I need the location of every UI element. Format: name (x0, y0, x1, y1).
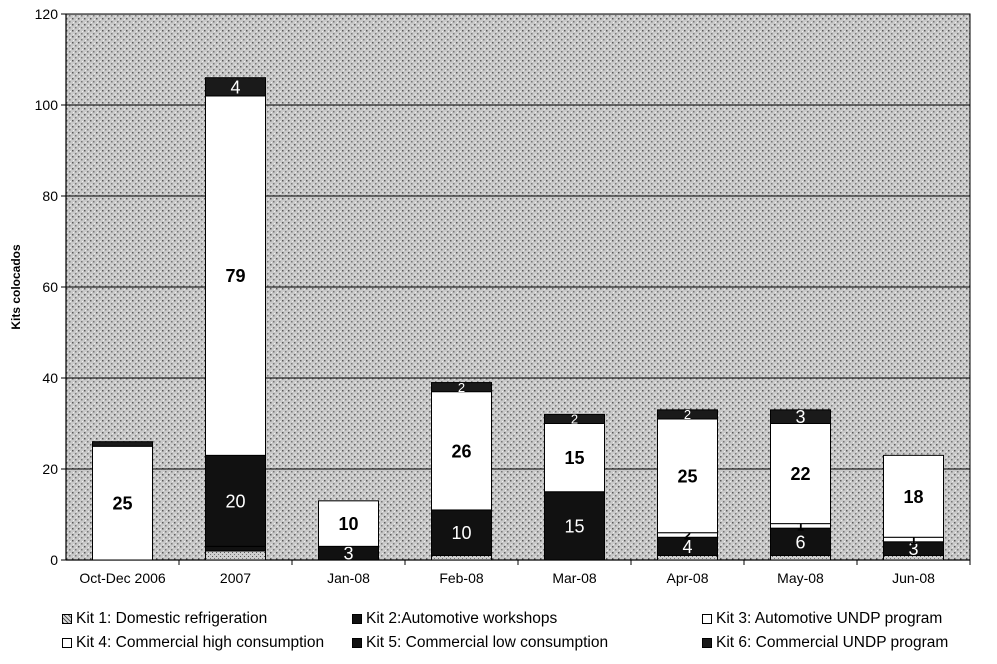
bar-segment (431, 391, 492, 511)
bar-segment (92, 445, 153, 561)
y-tick-label: 80 (42, 188, 58, 204)
legend-label: Kit 2:Automotive workshops (366, 610, 558, 627)
x-tick-label: Mar-08 (552, 570, 597, 586)
data-label: 3 (343, 544, 353, 564)
x-tick-label: Apr-08 (666, 570, 708, 586)
y-tick-label: 20 (42, 461, 58, 477)
x-tick-label: 2007 (220, 570, 251, 586)
data-label: 20 (225, 491, 245, 511)
y-axis-label: Kits colocados (9, 244, 23, 330)
y-tick-label: 100 (35, 97, 59, 113)
data-label: 15 (564, 448, 584, 468)
bar-segment (205, 77, 266, 97)
chart-legend: Kit 1: Domestic refrigeration Kit 2:Autom… (62, 610, 992, 660)
legend-item: Kit 3: Automotive UNDP program (702, 610, 942, 628)
bar-segment (431, 554, 492, 561)
bar-segment (318, 500, 379, 547)
chart-area: 0 20 40 60 80 100 120 Kits colocados 25 Oct-Dec 2… (9, 6, 971, 586)
data-label: 3 (908, 539, 918, 559)
bar-segment (770, 527, 831, 556)
bar-segment (883, 454, 944, 538)
legend-swatch (702, 638, 712, 648)
legend-swatch (62, 614, 72, 624)
bar-segment (544, 423, 605, 493)
y-tick-label: 0 (50, 552, 58, 568)
data-label: 6 (795, 532, 805, 552)
legend-swatch (352, 638, 362, 648)
bar-segment (92, 441, 153, 447)
legend-label: Kit 3: Automotive UNDP program (716, 610, 943, 627)
data-label: 2 (684, 528, 691, 543)
legend-label: Kit 5: Commercial low consumption (366, 634, 609, 651)
data-label: 18 (903, 487, 923, 507)
legend-swatch (702, 614, 712, 624)
data-label: 2 (684, 407, 691, 422)
data-label: 2 (571, 412, 578, 427)
legend-label: Kit 4: Commercial high consumption (76, 634, 325, 651)
legend-swatch (62, 638, 72, 648)
data-label: 4 (230, 77, 240, 97)
data-label: 15 (564, 516, 584, 536)
data-label: 26 (451, 441, 471, 461)
bar-segment (431, 509, 492, 556)
data-label: 25 (677, 466, 697, 486)
y-tick-label: 60 (42, 279, 58, 295)
x-tick-label: Feb-08 (439, 570, 484, 586)
x-tick-label: Oct-Dec 2006 (79, 570, 166, 586)
data-label: 79 (225, 266, 245, 286)
bar-segment (770, 409, 831, 425)
legend-item: Kit 5: Commercial low consumption (352, 634, 608, 652)
legend-swatch (352, 614, 362, 624)
bar-segment (205, 454, 266, 547)
bar-segment (544, 491, 605, 561)
data-label: 25 (112, 494, 132, 514)
bar-segment (205, 545, 266, 552)
bar-segment (544, 413, 605, 424)
data-label: 2 (458, 380, 465, 395)
legend-label: Kit 6: Commercial UNDP program (716, 634, 949, 651)
bar-segment (205, 550, 266, 561)
data-label: 4 (682, 537, 692, 557)
y-tick-label: 120 (35, 6, 59, 22)
data-label: 1 (910, 532, 917, 547)
legend-item: Kit 1: Domestic refrigeration (62, 610, 267, 628)
data-label: 1 (797, 519, 804, 534)
legend-item: Kit 2:Automotive workshops (352, 610, 557, 628)
data-label: 3 (795, 407, 805, 427)
bar-segment (770, 554, 831, 561)
legend-label: Kit 1: Domestic refrigeration (76, 610, 268, 627)
legend-item: Kit 4: Commercial high consumption (62, 634, 324, 652)
x-tick-label: May-08 (777, 570, 824, 586)
bar-segment (770, 423, 831, 525)
bar-segment (431, 382, 492, 393)
data-label: 10 (338, 514, 358, 534)
legend-item: Kit 6: Commercial UNDP program (702, 634, 948, 652)
y-tick-label: 40 (42, 370, 58, 386)
bar-segment (657, 418, 718, 534)
x-tick-label: Jan-08 (327, 570, 370, 586)
x-tick-label: Jun-08 (892, 570, 935, 586)
data-label: 10 (451, 523, 471, 543)
data-label: 22 (790, 464, 810, 484)
bar-segment (205, 95, 266, 456)
bar-segment (657, 409, 718, 420)
